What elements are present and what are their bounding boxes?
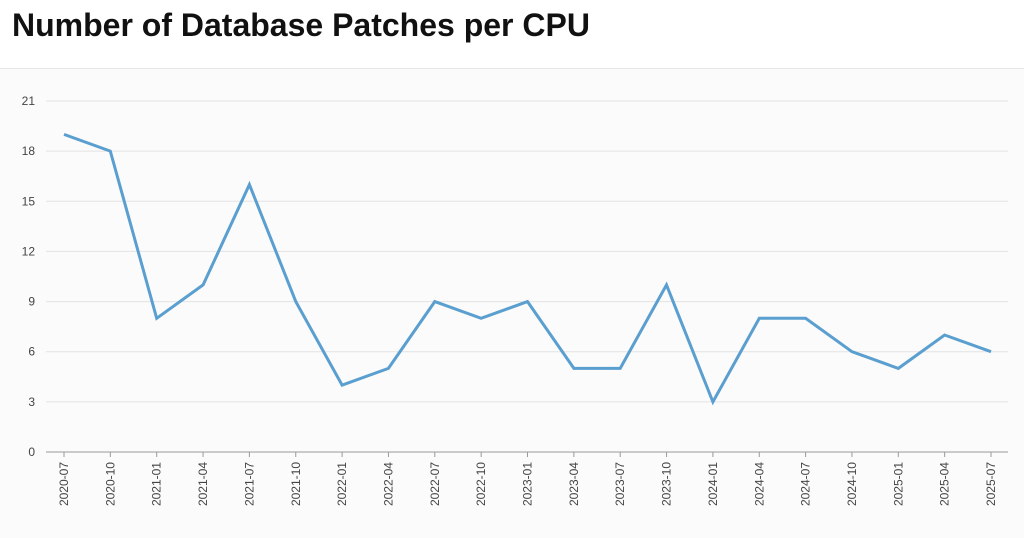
y-tick-label: 9 — [28, 295, 35, 309]
line-chart: 0 3 6 9 12 15 18 21 2020-07 2020-10 2021-01 2021-0… — [22, 94, 1008, 506]
data-point — [202, 283, 205, 286]
x-tick-label: 2023-01 — [521, 462, 535, 506]
data-point — [63, 133, 66, 136]
series-layer — [63, 132, 993, 406]
y-tick-label: 15 — [22, 194, 36, 208]
x-tick-label: 2025-01 — [891, 462, 905, 506]
x-tick-label: 2024-01 — [706, 462, 720, 506]
x-tick-label: 2025-07 — [984, 462, 998, 506]
x-tick-label: 2021-04 — [196, 462, 210, 506]
y-tick-label: 21 — [22, 94, 36, 108]
x-tick-label: 2025-04 — [938, 462, 952, 506]
y-tick-label: 12 — [22, 244, 36, 258]
x-tick-label: 2022-01 — [335, 462, 349, 506]
data-point — [155, 317, 158, 320]
x-tick-label: 2021-10 — [289, 462, 303, 506]
title-bar: Number of Database Patches per CPU — [0, 0, 1024, 69]
axes — [46, 451, 1008, 457]
x-tick-label: 2023-10 — [660, 462, 674, 506]
y-tick-label: 3 — [28, 395, 35, 409]
data-point — [294, 300, 297, 303]
data-point — [665, 283, 668, 286]
x-tick-label: 2020-10 — [103, 462, 117, 506]
x-tick-label: 2023-07 — [613, 462, 627, 506]
data-point — [990, 350, 993, 353]
data-point — [804, 317, 807, 320]
data-point — [480, 317, 483, 320]
y-tick-label: 6 — [28, 345, 35, 359]
data-point — [248, 183, 251, 186]
data-point — [526, 300, 529, 303]
data-point — [850, 350, 853, 353]
data-point — [758, 317, 761, 320]
x-tick-label: 2022-10 — [474, 462, 488, 506]
data-point — [109, 150, 112, 153]
x-tick-label: 2022-07 — [428, 462, 442, 506]
data-point — [387, 367, 390, 370]
x-tick-label: 2022-04 — [381, 462, 395, 506]
data-point — [711, 400, 714, 403]
x-tick-labels: 2020-07 2020-10 2021-01 2021-04 2021-07 2021-… — [57, 462, 998, 506]
series-line — [63, 132, 992, 406]
y-tick-labels: 0 3 6 9 12 15 18 21 — [22, 94, 36, 459]
data-point — [341, 384, 344, 387]
data-point — [943, 334, 946, 337]
y-tick-label: 18 — [22, 144, 36, 158]
x-tick-label: 2024-07 — [799, 462, 813, 506]
x-tick-label: 2023-04 — [567, 462, 581, 506]
x-tick-label: 2021-01 — [150, 462, 164, 506]
data-point — [433, 300, 436, 303]
x-tick-label: 2024-10 — [845, 462, 859, 506]
x-tick-label: 2020-07 — [57, 462, 71, 506]
x-tick-label: 2021-07 — [242, 462, 256, 506]
chart-area: 0 3 6 9 12 15 18 21 2020-07 2020-10 2021-01 2021-0… — [0, 69, 1024, 538]
data-point — [619, 367, 622, 370]
chart-title: Number of Database Patches per CPU — [12, 7, 590, 43]
y-tick-label: 0 — [28, 445, 35, 459]
data-point — [897, 367, 900, 370]
data-point — [572, 367, 575, 370]
x-tick-label: 2024-04 — [752, 462, 766, 506]
